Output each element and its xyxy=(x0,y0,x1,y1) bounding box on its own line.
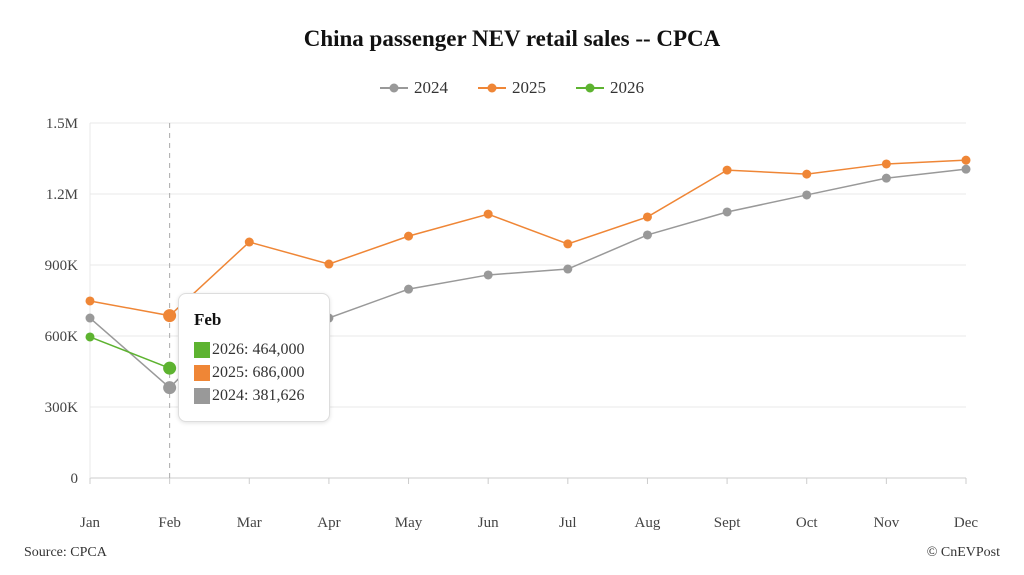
x-tick-label: Aug xyxy=(635,515,661,531)
x-tick-label: Oct xyxy=(796,515,818,531)
tooltip-row: 2025: 686,000 xyxy=(194,361,329,384)
x-tick-label: Nov xyxy=(873,515,899,531)
x-tick-label: May xyxy=(395,515,423,531)
x-tick-label: Jul xyxy=(559,515,577,531)
data-point-2025 xyxy=(244,237,254,247)
data-point-2025 xyxy=(802,169,812,179)
legend-marker-icon xyxy=(576,83,604,93)
tooltip: Feb 2026: 464,000 2025: 686,000 2024: 38… xyxy=(178,293,330,422)
legend-item-2024[interactable]: 2024 xyxy=(380,78,448,98)
data-point-2025 xyxy=(881,159,891,169)
data-point-2024 xyxy=(802,190,812,200)
y-tick-label: 600K xyxy=(45,329,79,345)
tooltip-value: 2026: 464,000 xyxy=(212,340,305,358)
series-line-2025 xyxy=(89,159,967,317)
legend-item-2026[interactable]: 2026 xyxy=(576,78,644,98)
legend: 2024 2025 2026 xyxy=(0,78,1024,98)
y-tick-label: 900K xyxy=(45,258,79,274)
tooltip-row: 2026: 464,000 xyxy=(194,338,329,361)
swatch-2024 xyxy=(194,387,210,404)
data-point-2024 xyxy=(642,230,652,240)
data-point-2024 xyxy=(483,270,493,280)
x-tick-label: Jan xyxy=(80,515,100,531)
data-point-2026 xyxy=(85,332,95,342)
legend-label: 2026 xyxy=(610,78,644,97)
legend-marker-icon xyxy=(380,83,408,93)
data-point-2024 xyxy=(563,264,573,274)
copyright: © CnEVPost xyxy=(926,545,1000,560)
data-point-2026 xyxy=(163,361,177,375)
tooltip-value: 2024: 381,626 xyxy=(212,386,305,404)
chart-title: China passenger NEV retail sales -- CPCA xyxy=(303,26,721,51)
data-point-2024 xyxy=(722,207,732,217)
x-tick-label: Dec xyxy=(954,515,978,531)
y-tick-label: 1.5M xyxy=(46,116,78,132)
data-point-2025 xyxy=(722,165,732,175)
data-point-2025 xyxy=(642,212,652,222)
data-point-2024 xyxy=(163,381,177,395)
data-point-2024 xyxy=(961,164,971,174)
y-tick-label: 300K xyxy=(45,400,79,416)
tooltip-title: Feb xyxy=(194,310,222,329)
data-point-2025 xyxy=(404,231,414,241)
swatch-2025 xyxy=(194,364,210,381)
x-tick-label: Mar xyxy=(237,515,262,531)
data-point-2025 xyxy=(961,155,971,165)
legend-label: 2025 xyxy=(512,78,546,97)
data-point-2025 xyxy=(85,296,95,306)
data-point-2024 xyxy=(404,284,414,294)
y-tick-label: 0 xyxy=(71,471,79,487)
data-point-2025 xyxy=(563,239,573,249)
legend-label: 2024 xyxy=(414,78,448,97)
legend-item-2025[interactable]: 2025 xyxy=(478,78,546,98)
data-point-2025 xyxy=(483,209,493,219)
x-tick-label: Apr xyxy=(317,515,340,531)
source-note: Source: CPCA xyxy=(24,545,107,560)
x-tick-label: Jun xyxy=(478,515,499,531)
tooltip-value: 2025: 686,000 xyxy=(212,363,305,381)
swatch-2026 xyxy=(194,341,210,358)
x-tick-label: Sept xyxy=(714,515,742,531)
data-point-2024 xyxy=(85,313,95,323)
series-line-2026 xyxy=(89,336,170,369)
data-point-2025 xyxy=(163,309,177,323)
tooltip-row: 2024: 381,626 xyxy=(194,384,329,407)
legend-marker-icon xyxy=(478,83,506,93)
data-point-2024 xyxy=(881,173,891,183)
y-tick-label: 1.2M xyxy=(46,187,78,203)
data-point-2025 xyxy=(324,259,334,269)
x-tick-label: Feb xyxy=(158,515,181,531)
